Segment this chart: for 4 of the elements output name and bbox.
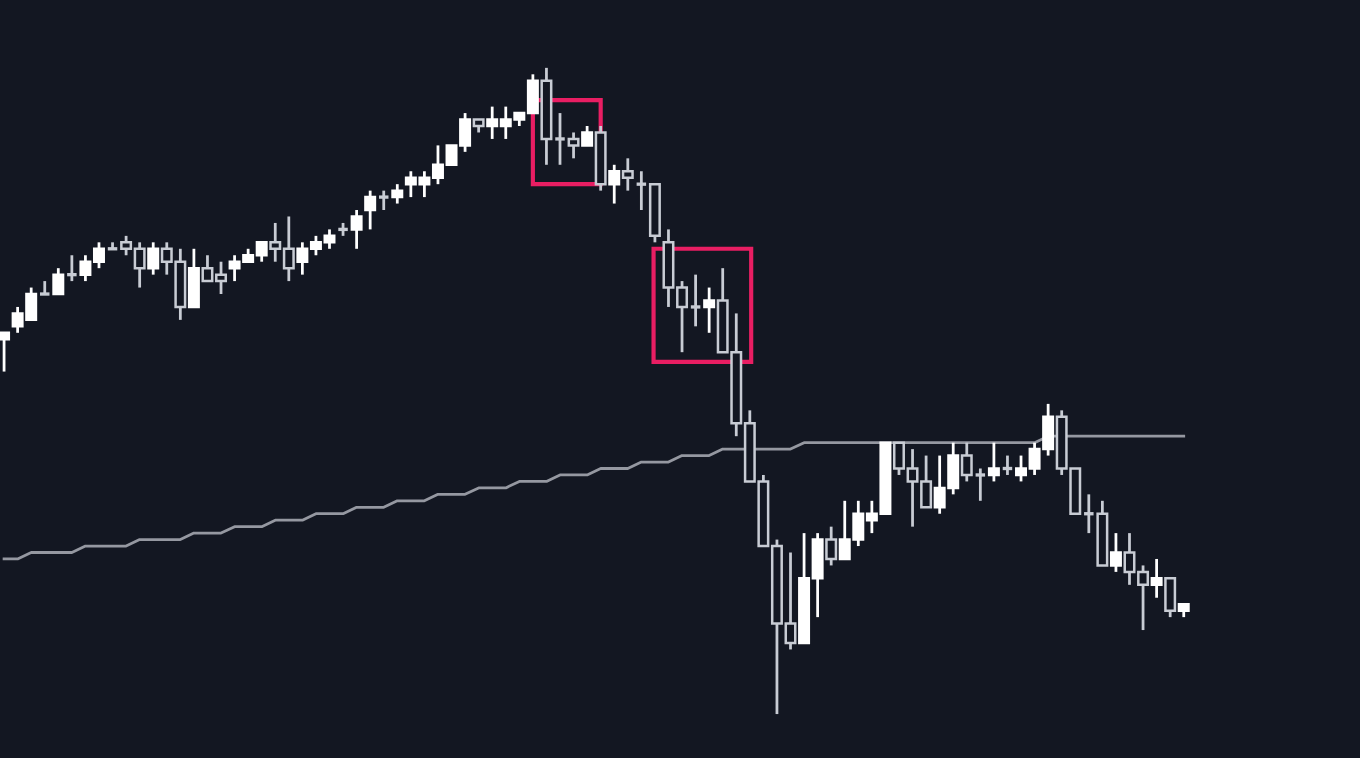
candlestick [703,286,716,335]
candlestick [621,156,634,193]
candlestick [1150,557,1163,600]
candlestick [147,240,160,277]
